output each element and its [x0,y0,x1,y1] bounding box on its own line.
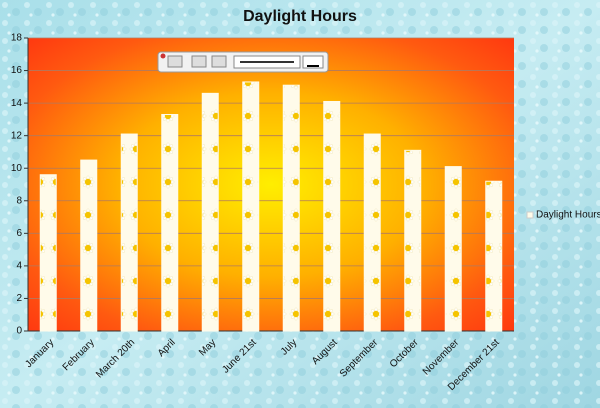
bar [201,92,219,332]
y-tick-label: 10 [11,163,23,174]
legend-swatch [526,211,534,219]
bar [80,159,98,332]
y-tick-label: 8 [16,195,22,206]
bar [404,149,422,332]
bar [363,133,381,332]
bar [485,180,503,332]
y-tick-label: 6 [16,228,22,239]
bar [161,114,179,332]
toolbar-close[interactable] [160,53,166,59]
toolbar-button[interactable] [191,55,207,68]
y-tick-label: 18 [11,33,23,44]
floating-toolbar[interactable] [157,51,329,73]
bar [242,81,260,332]
toolbar-button[interactable] [211,55,227,68]
y-tick-label: 14 [11,98,23,109]
bar [120,133,138,332]
bar [39,174,57,332]
y-tick-label: 2 [16,293,22,304]
bar [444,166,462,332]
bar [323,100,341,332]
chart-title: Daylight Hours [243,8,357,25]
plot-area [28,38,514,331]
y-tick-label: 0 [16,326,22,337]
y-tick-label: 12 [11,130,23,141]
y-tick-label: 16 [11,65,23,76]
legend-label: Daylight Hours [536,210,600,221]
bar [282,84,300,332]
toolbar-button[interactable] [167,55,183,68]
y-tick-label: 4 [16,261,22,272]
